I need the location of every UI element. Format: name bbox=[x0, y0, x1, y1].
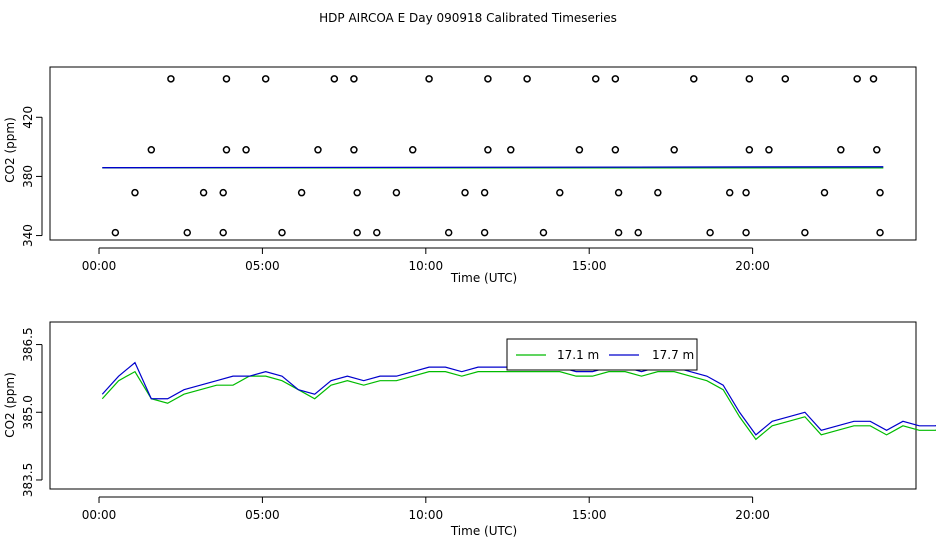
scatter-point bbox=[350, 75, 358, 83]
x-tick-label: 05:00 bbox=[245, 508, 280, 522]
x-tick-label: 15:00 bbox=[572, 259, 607, 273]
legend-label-17-1m: 17.1 m bbox=[557, 348, 599, 362]
scatter-point bbox=[706, 228, 714, 237]
legend-label-17-7m: 17.7 m bbox=[652, 348, 694, 362]
scatter-point bbox=[745, 146, 754, 154]
scatter-point bbox=[297, 188, 306, 197]
series-line-17-7-m bbox=[102, 166, 884, 169]
scatter-point bbox=[484, 75, 492, 83]
y-axis-label-bottom: CO2 (ppm) bbox=[3, 372, 17, 438]
scatter-points-top bbox=[111, 75, 884, 237]
x-axis-label-top: Time (UTC) bbox=[450, 271, 517, 285]
scatter-point bbox=[876, 188, 884, 197]
x-tick-label: 10:00 bbox=[409, 508, 444, 522]
scatter-point bbox=[484, 146, 492, 154]
scatter-point bbox=[219, 228, 227, 237]
scatter-point bbox=[876, 228, 884, 237]
scatter-point bbox=[670, 146, 678, 154]
scatter-point bbox=[611, 75, 620, 83]
scatter-point bbox=[742, 228, 750, 237]
scatter-point bbox=[147, 146, 156, 154]
plot-frame-bottom bbox=[49, 321, 917, 490]
scatter-point bbox=[781, 75, 790, 83]
y-tick-label: 340 bbox=[21, 224, 35, 247]
y-axis-label-top: CO2 (ppm) bbox=[3, 117, 17, 183]
scatter-point bbox=[725, 188, 734, 197]
scatter-point bbox=[111, 228, 120, 237]
scatter-point bbox=[222, 146, 231, 154]
scatter-point bbox=[869, 75, 878, 83]
y-tick-label: 383.5 bbox=[21, 463, 35, 497]
x-axis-label-bottom: Time (UTC) bbox=[450, 524, 517, 538]
scatter-point bbox=[219, 188, 227, 197]
scatter-point bbox=[801, 228, 809, 237]
y-tick-label: 385.0 bbox=[21, 395, 35, 429]
scatter-point bbox=[837, 146, 845, 154]
scatter-point bbox=[556, 188, 564, 197]
panel-top-calibration: 00:00 05:00 10:00 15:00 20:00 340 380 420 Time… bbox=[3, 66, 917, 285]
scatter-point bbox=[373, 228, 381, 237]
x-tick-label: 10:00 bbox=[409, 259, 444, 273]
scatter-point bbox=[523, 75, 531, 83]
scatter-point bbox=[690, 75, 698, 83]
scatter-point bbox=[634, 228, 642, 237]
x-tick-label: 05:00 bbox=[245, 259, 280, 273]
x-axis-top: 00:00 05:00 10:00 15:00 20:00 bbox=[82, 247, 770, 273]
scatter-point bbox=[654, 188, 662, 197]
scatter-point bbox=[408, 146, 417, 154]
scatter-point bbox=[167, 75, 175, 83]
y-axis-top: 340 380 420 bbox=[21, 106, 43, 247]
scatter-point bbox=[853, 75, 861, 83]
scatter-point bbox=[765, 146, 773, 154]
chart-title: HDP AIRCOA E Day 090918 Calibrated Times… bbox=[319, 11, 617, 25]
scatter-point bbox=[199, 188, 208, 197]
scatter-point bbox=[261, 75, 270, 83]
x-tick-label: 00:00 bbox=[82, 259, 117, 273]
scatter-point bbox=[461, 188, 469, 197]
series-lines-bottom bbox=[101, 361, 936, 441]
panel-bottom-timeseries: 00:00 05:00 10:00 15:00 20:00 383.5 385.0 386.… bbox=[3, 321, 936, 538]
scatter-point bbox=[745, 75, 754, 83]
scatter-point bbox=[611, 146, 620, 154]
scatter-point bbox=[183, 228, 192, 237]
y-tick-label: 380 bbox=[21, 165, 35, 188]
scatter-point bbox=[480, 188, 489, 197]
scatter-point bbox=[314, 146, 322, 154]
y-tick-label: 386.5 bbox=[21, 327, 35, 361]
scatter-point bbox=[330, 75, 339, 83]
legend: 17.1 m 17.7 m bbox=[506, 338, 698, 371]
series-line-17-7-m bbox=[101, 361, 936, 436]
scatter-point bbox=[444, 228, 453, 237]
series-lines-top bbox=[102, 166, 884, 169]
scatter-point bbox=[614, 228, 623, 237]
x-tick-label: 00:00 bbox=[82, 508, 117, 522]
scatter-point bbox=[242, 146, 250, 154]
x-tick-label: 20:00 bbox=[735, 259, 770, 273]
scatter-point bbox=[480, 228, 489, 237]
scatter-point bbox=[392, 188, 401, 197]
scatter-point bbox=[131, 188, 139, 197]
plot-frame-top bbox=[49, 66, 917, 241]
x-tick-label: 20:00 bbox=[735, 508, 770, 522]
x-tick-label: 15:00 bbox=[572, 508, 607, 522]
scatter-point bbox=[539, 228, 548, 237]
scatter-point bbox=[350, 146, 358, 154]
scatter-point bbox=[353, 188, 361, 197]
y-axis-bottom: 383.5 385.0 386.5 bbox=[21, 327, 43, 497]
scatter-point bbox=[278, 228, 286, 237]
scatter-point bbox=[873, 146, 881, 154]
scatter-point bbox=[742, 188, 750, 197]
scatter-point bbox=[575, 146, 584, 154]
scatter-point bbox=[425, 75, 433, 83]
y-tick-label: 420 bbox=[21, 106, 35, 129]
scatter-point bbox=[614, 188, 623, 197]
scatter-point bbox=[353, 228, 361, 237]
scatter-point bbox=[820, 188, 829, 197]
x-axis-bottom: 00:00 05:00 10:00 15:00 20:00 bbox=[82, 496, 770, 522]
scatter-point bbox=[507, 146, 515, 154]
scatter-point bbox=[591, 75, 600, 83]
scatter-point bbox=[222, 75, 231, 83]
